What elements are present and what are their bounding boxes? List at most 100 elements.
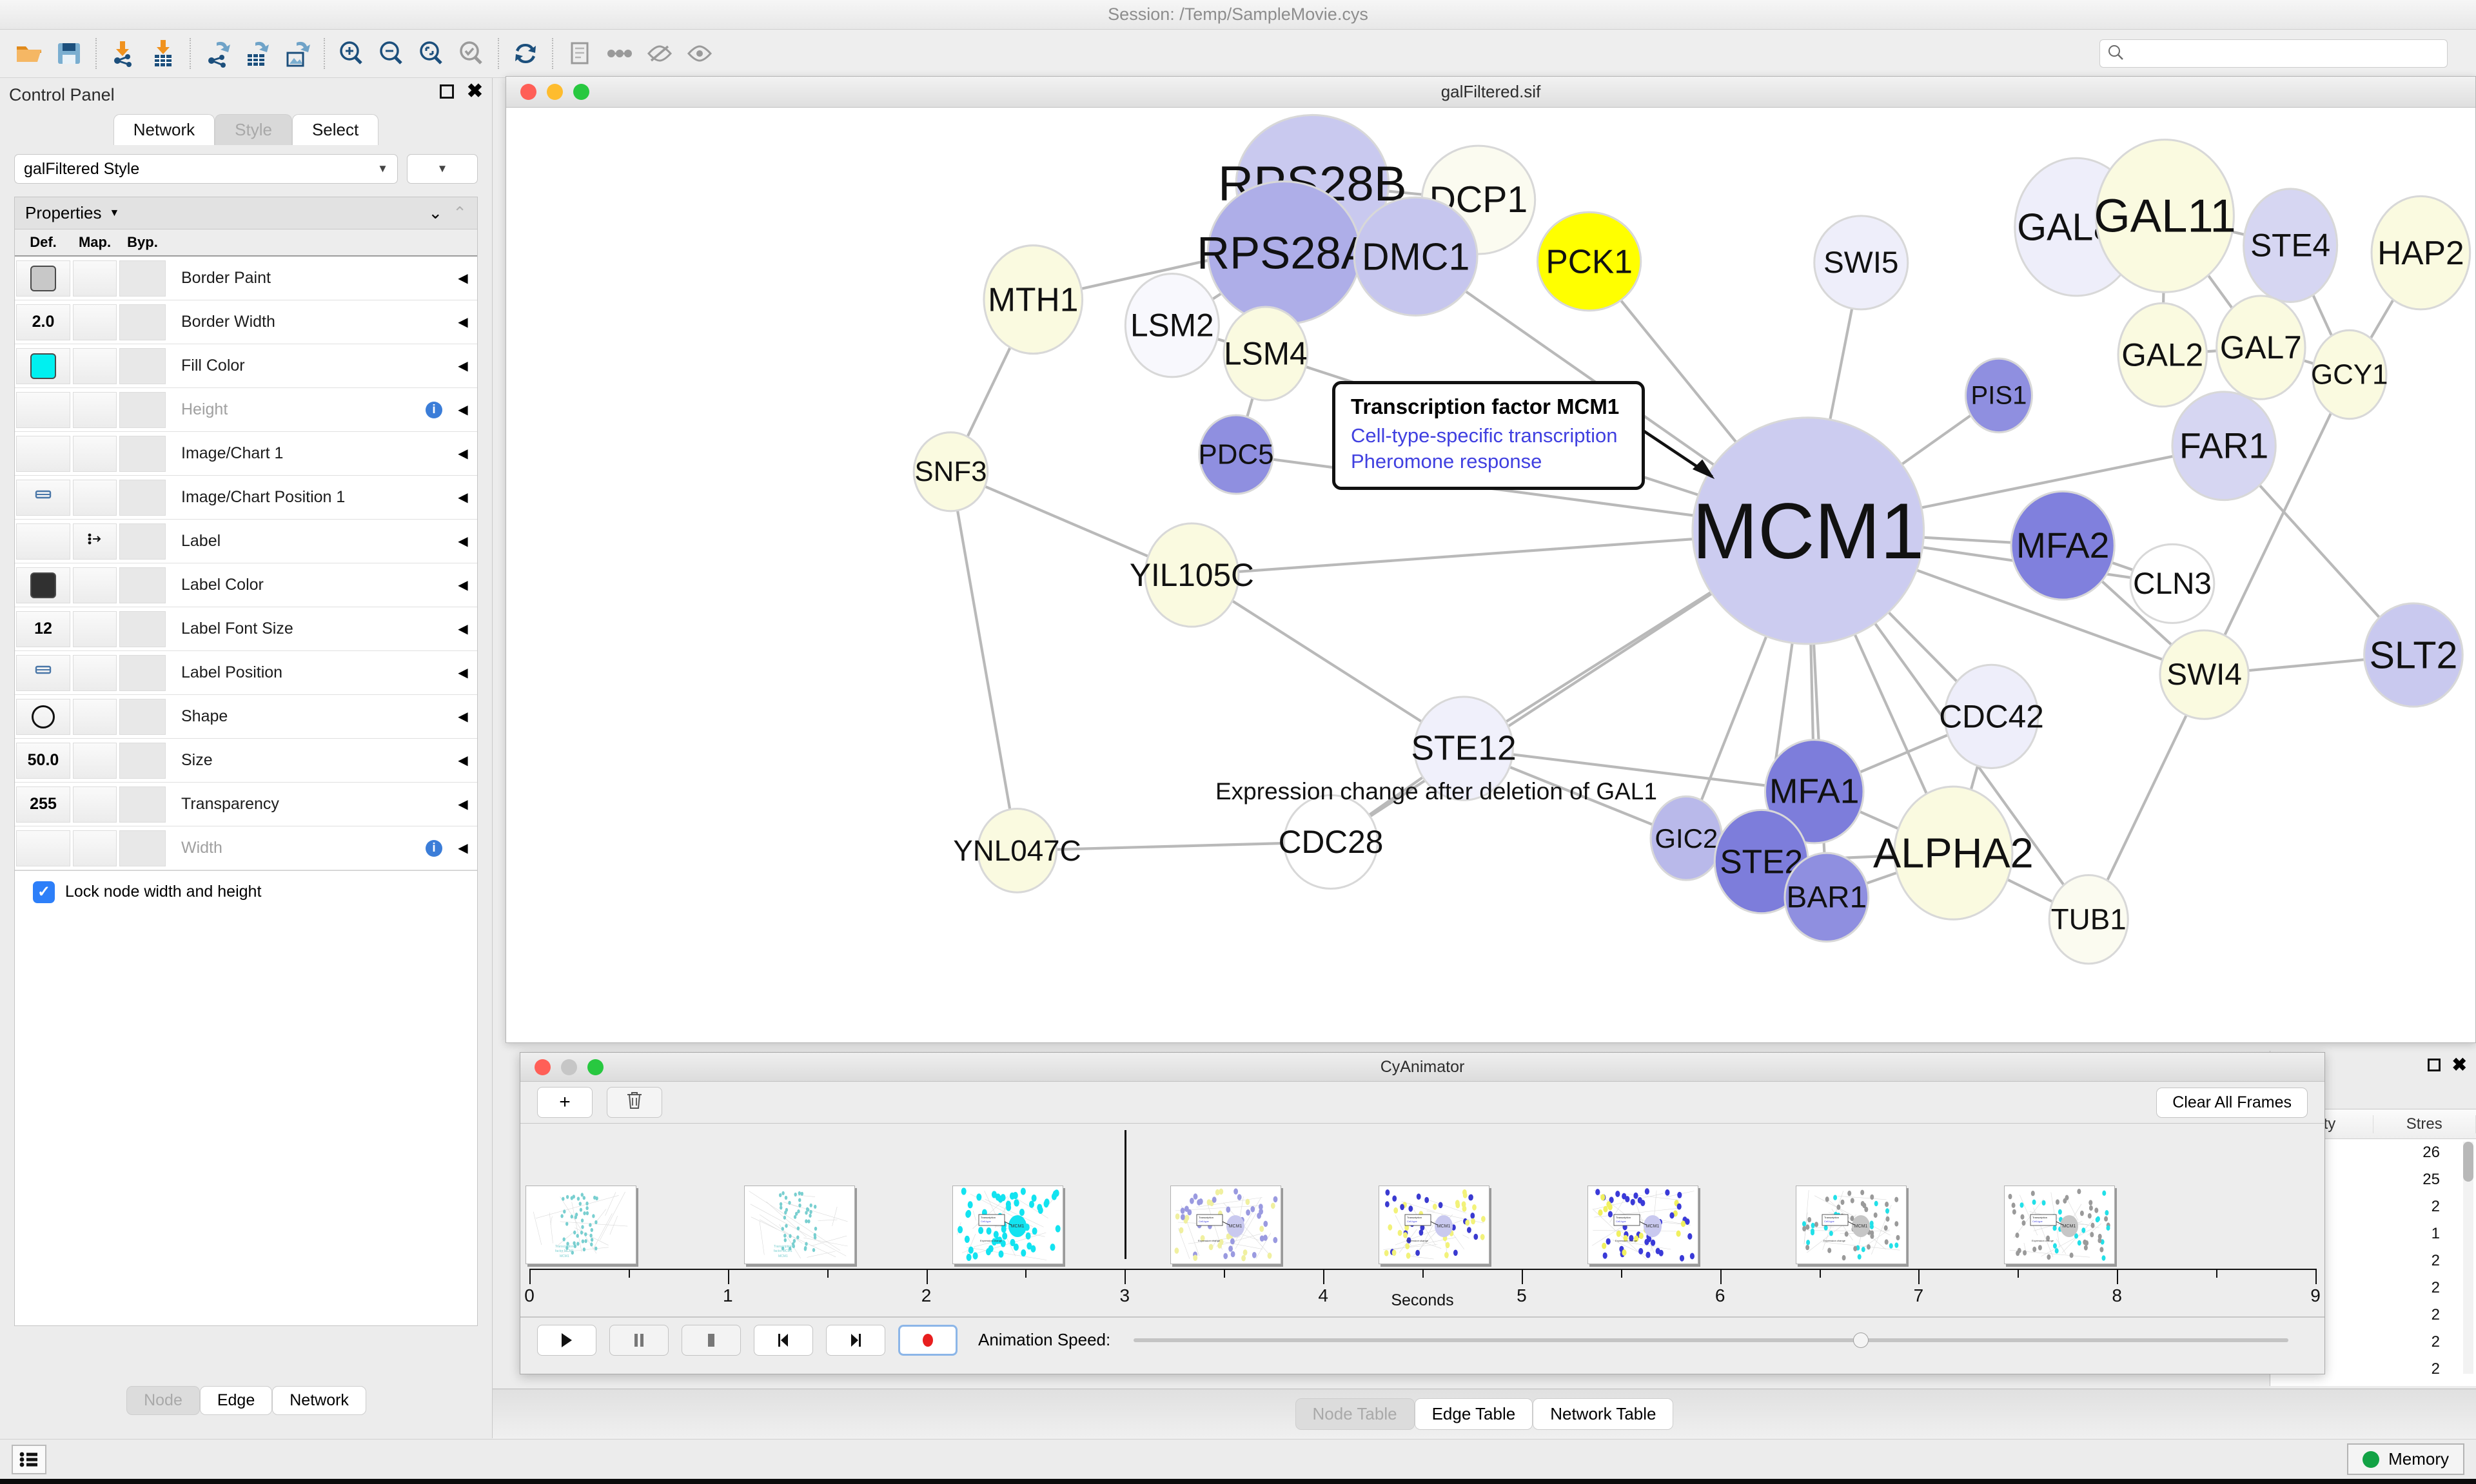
table-cell[interactable]: 2	[2431, 1198, 2440, 1215]
network-node[interactable]: CDC28	[1279, 794, 1384, 890]
position-icon[interactable]	[34, 663, 53, 683]
expand-property-icon[interactable]: ◀	[458, 534, 468, 549]
network-node[interactable]: STE12	[1411, 696, 1517, 801]
property-mapping-cell[interactable]	[73, 786, 117, 823]
expand-property-icon[interactable]: ◀	[458, 491, 468, 505]
network-node[interactable]: CLN3	[2129, 543, 2216, 624]
close-icon[interactable]	[535, 1059, 551, 1075]
network-node[interactable]: SLT2	[2363, 602, 2464, 708]
skip-start-button[interactable]	[754, 1324, 813, 1356]
network-node[interactable]: LSM2	[1124, 273, 1220, 378]
network-node[interactable]: YIL105C	[1130, 522, 1254, 628]
property-default-cell[interactable]	[16, 260, 70, 297]
timeline-frame[interactable]: MCM1 Transcription Cell-type Expression cha…	[952, 1186, 1063, 1264]
save-icon[interactable]	[49, 34, 89, 73]
property-default-cell[interactable]	[16, 435, 70, 472]
expand-property-icon[interactable]: ◀	[458, 754, 468, 768]
clear-all-frames-button[interactable]: Clear All Frames	[2156, 1087, 2308, 1118]
tab-network-table[interactable]: Network Table	[1533, 1398, 1674, 1430]
mapping-icon[interactable]	[86, 532, 103, 551]
network-node[interactable]: PCK1	[1536, 211, 1642, 312]
property-bypass-cell[interactable]	[119, 347, 166, 384]
zoom-in-icon[interactable]	[331, 34, 371, 73]
property-row[interactable]: Label Position ◀	[15, 651, 477, 695]
network-node[interactable]: PDC5	[1198, 414, 1274, 495]
tab-network[interactable]: Network	[113, 114, 215, 145]
network-node[interactable]: SWI4	[2159, 629, 2250, 720]
table-cell[interactable]: 2	[2431, 1279, 2440, 1296]
network-node[interactable]: SWI5	[1813, 215, 1909, 311]
property-mapping-cell[interactable]	[73, 610, 117, 647]
property-mapping-cell[interactable]	[73, 654, 117, 691]
network-node[interactable]: GAL7	[2216, 295, 2306, 400]
timeline-frame[interactable]: Transcription factor MCM1 MCM1	[743, 1186, 855, 1264]
network-edge[interactable]	[1017, 840, 1331, 852]
cyanimator-timeline[interactable]: Transcription factor MCM1 MCM1 Transcriptio…	[520, 1124, 2324, 1317]
property-bypass-cell[interactable]	[119, 523, 166, 560]
property-default-cell[interactable]	[16, 479, 70, 516]
property-default-cell[interactable]	[16, 347, 70, 384]
info-icon[interactable]: i	[426, 401, 442, 418]
chevron-down-icon[interactable]: ▼	[109, 207, 120, 219]
expand-property-icon[interactable]: ◀	[458, 666, 468, 680]
property-row[interactable]: Height i ◀	[15, 388, 477, 432]
network-node[interactable]: TUB1	[2048, 874, 2129, 965]
refresh-icon[interactable]	[506, 34, 545, 73]
property-bypass-cell[interactable]	[119, 391, 166, 428]
maximize-icon[interactable]	[2427, 1059, 2441, 1071]
hide-selected-icon[interactable]	[640, 34, 680, 73]
zoom-selected-icon[interactable]	[451, 34, 491, 73]
property-default-cell[interactable]	[16, 391, 70, 428]
skip-end-button[interactable]	[826, 1324, 885, 1356]
property-row[interactable]: 255 Transparency ◀	[15, 783, 477, 826]
property-default-cell[interactable]	[16, 830, 70, 866]
table-scrollbar[interactable]	[2463, 1142, 2473, 1374]
import-network-icon[interactable]	[103, 34, 143, 73]
info-icon[interactable]: i	[426, 839, 442, 857]
property-bypass-cell[interactable]	[119, 610, 166, 647]
tab-node-table[interactable]: Node Table	[1295, 1398, 1415, 1430]
timeline-frame[interactable]: MCM1 Transcription Cell-type Expression cha…	[1795, 1186, 1907, 1264]
property-default-cell[interactable]: 50.0	[16, 742, 70, 779]
memory-status-button[interactable]: Memory	[2347, 1443, 2464, 1475]
property-mapping-cell[interactable]	[73, 260, 117, 297]
network-node[interactable]: DMC1	[1353, 196, 1479, 317]
property-mapping-cell[interactable]	[73, 304, 117, 340]
network-node[interactable]: ALPHA2	[1873, 785, 2034, 921]
property-mapping-cell[interactable]	[73, 567, 117, 603]
property-mapping-cell[interactable]	[73, 435, 117, 472]
color-swatch[interactable]	[30, 572, 56, 598]
table-cell[interactable]: 2	[2431, 1360, 2440, 1378]
stop-button[interactable]	[682, 1324, 741, 1356]
tab-edge-table[interactable]: Edge Table	[1414, 1398, 1533, 1430]
expand-property-icon[interactable]: ◀	[458, 271, 468, 286]
expand-property-icon[interactable]: ◀	[458, 710, 468, 724]
pause-button[interactable]	[609, 1324, 669, 1356]
bottom-tab-network[interactable]: Network	[272, 1386, 366, 1415]
property-mapping-cell[interactable]	[73, 347, 117, 384]
network-edge[interactable]	[1191, 574, 1465, 750]
property-bypass-cell[interactable]	[119, 567, 166, 603]
property-bypass-cell[interactable]	[119, 435, 166, 472]
property-default-cell[interactable]	[16, 698, 70, 735]
network-node[interactable]: BAR1	[1783, 852, 1870, 943]
network-node[interactable]: MFA2	[2010, 490, 2116, 601]
table-cell[interactable]: 2	[2431, 1252, 2440, 1269]
add-frame-button[interactable]: +	[537, 1087, 593, 1118]
timeline-frame[interactable]: MCM1 Transcription Cell-type Expression cha…	[1379, 1186, 1490, 1264]
collapse-all-icon[interactable]: ⌃	[453, 203, 467, 222]
property-mapping-cell[interactable]	[73, 830, 117, 866]
network-edge[interactable]	[949, 471, 1019, 851]
export-image-icon[interactable]	[277, 34, 317, 73]
timeline-frame[interactable]: MCM1 Transcription Cell-type Expression cha…	[2003, 1186, 2115, 1264]
expand-property-icon[interactable]: ◀	[458, 447, 468, 461]
property-row[interactable]: Label Color ◀	[15, 563, 477, 607]
expand-property-icon[interactable]: ◀	[458, 315, 468, 329]
timeline-frame[interactable]: MCM1 Transcription Cell-type Expression cha…	[1170, 1186, 1282, 1264]
close-icon[interactable]: ✖	[2451, 1055, 2467, 1075]
network-node[interactable]: MFA1	[1764, 739, 1865, 845]
lock-node-checkbox[interactable]: ✓	[33, 881, 55, 903]
column-header-stress[interactable]: Stres	[2373, 1115, 2476, 1133]
property-mapping-cell[interactable]	[73, 479, 117, 516]
expand-all-icon[interactable]: ⌄	[428, 203, 443, 222]
